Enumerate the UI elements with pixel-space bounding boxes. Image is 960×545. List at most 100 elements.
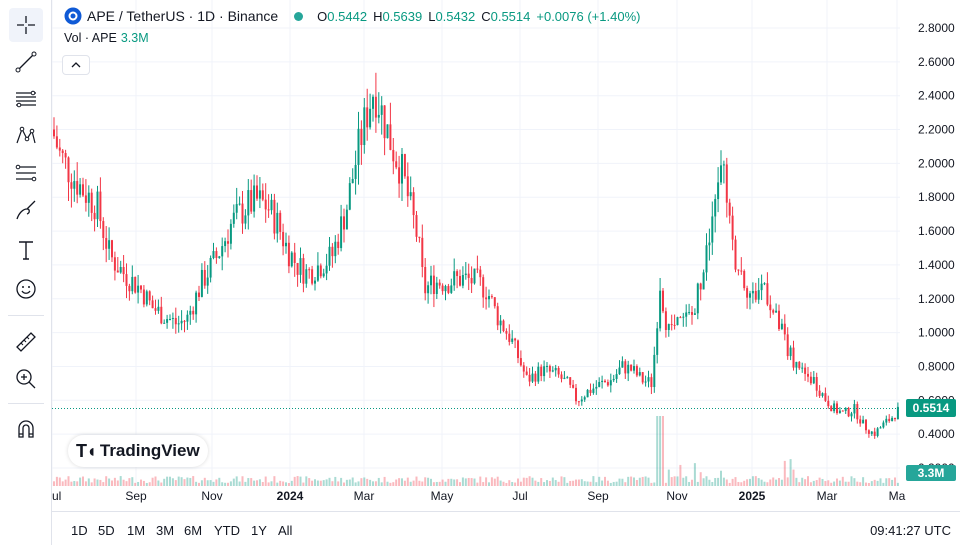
text-icon[interactable] — [9, 233, 43, 267]
volume-bar — [403, 480, 406, 486]
candle-body — [247, 190, 250, 216]
candle-body — [459, 276, 461, 286]
candle-body — [244, 215, 247, 224]
volume-bar — [688, 481, 691, 486]
volume-bar — [131, 477, 134, 486]
candle-body — [833, 403, 836, 412]
volume-bar — [206, 480, 209, 486]
candle-body — [496, 306, 499, 326]
volume-bar — [870, 481, 873, 486]
volume-bar — [644, 476, 647, 486]
candle-body — [882, 422, 885, 428]
candle-body — [334, 241, 337, 257]
candle-body — [314, 280, 316, 284]
candle-body — [467, 273, 470, 278]
candle-body — [351, 178, 354, 184]
volume-bar — [195, 481, 198, 486]
volume-bar — [751, 476, 754, 486]
time-tick-label: 2025 — [739, 489, 766, 503]
emoji-icon[interactable] — [9, 272, 43, 306]
range-6m[interactable]: 6M — [184, 523, 203, 538]
candle-body — [580, 399, 583, 402]
volume-bar — [844, 481, 847, 486]
volume-bar — [401, 478, 403, 486]
candle-body — [432, 275, 435, 294]
candle-body — [841, 410, 844, 412]
volume-bar — [711, 481, 714, 486]
volume-bar — [116, 480, 119, 486]
fib-icon[interactable] — [9, 156, 43, 190]
volume-bar — [841, 476, 844, 486]
candle-body — [424, 267, 427, 294]
candle-body — [183, 320, 186, 322]
candle-body — [76, 181, 79, 195]
candle-body — [113, 257, 116, 271]
symbol-title[interactable]: APE / TetherUS · 1D · Binance — [87, 8, 279, 24]
range-1y[interactable]: 1Y — [251, 523, 267, 538]
volume-bar — [435, 481, 438, 486]
volume-bar — [891, 479, 894, 486]
brush-icon[interactable] — [9, 193, 43, 227]
crosshair-icon[interactable] — [9, 8, 43, 42]
volume-bar — [653, 482, 656, 486]
candle-body — [514, 338, 517, 341]
price-chart[interactable]: 2.8000 2.6000 2.4000 2.2000 2.0000 1.8000 1.60… — [52, 0, 960, 511]
range-1d[interactable]: 1D — [71, 523, 88, 538]
candle-body — [693, 313, 696, 315]
tradingview-logo[interactable]: T◖ TradingView — [68, 435, 208, 467]
candle-body — [192, 310, 195, 315]
utc-clock[interactable]: 09:41:27 UTC — [870, 523, 951, 538]
volume-bar — [519, 481, 522, 486]
volume-bar — [177, 476, 180, 486]
candle-body — [760, 283, 763, 291]
volume-bar — [499, 480, 502, 486]
pattern-icon[interactable] — [9, 119, 43, 153]
candle-body — [79, 184, 82, 195]
candle-body — [615, 374, 618, 379]
candle-body — [348, 183, 351, 210]
trend-line-icon[interactable] — [9, 45, 43, 79]
range-1m[interactable]: 1M — [127, 523, 146, 538]
candle-body — [809, 376, 812, 384]
volume-bar — [772, 477, 775, 486]
magnet-icon[interactable] — [9, 413, 43, 447]
volume-bar — [659, 416, 662, 486]
ruler-icon[interactable] — [9, 325, 43, 359]
volume-bar — [650, 482, 653, 486]
volume-bar — [285, 482, 287, 486]
candle-body — [111, 240, 113, 258]
candle-body — [879, 427, 882, 429]
range-3m[interactable]: 3M — [156, 523, 175, 538]
horizontal-lines-icon[interactable] — [9, 82, 43, 116]
volume-bar — [775, 479, 778, 486]
volume-bar — [725, 479, 728, 486]
candle-body — [525, 371, 528, 375]
volume-bar — [885, 478, 888, 486]
candle-body — [96, 191, 99, 220]
volume-bar — [691, 479, 693, 486]
volume-bar — [163, 478, 166, 486]
candle-body — [322, 273, 325, 277]
low-label: L — [428, 8, 436, 24]
zoom-icon[interactable] — [9, 362, 43, 396]
collapse-legend-button[interactable] — [62, 55, 90, 75]
candle-body — [116, 270, 119, 273]
volume-bar — [464, 478, 467, 486]
volume-bar — [621, 478, 624, 486]
candle-body — [261, 190, 264, 200]
volume-bar — [525, 477, 528, 486]
volume-bar — [270, 481, 273, 486]
candle-body — [853, 404, 856, 414]
volume-bar — [142, 480, 145, 486]
range-ytd[interactable]: YTD — [214, 523, 240, 538]
price-tick-label: 2.6000 — [918, 55, 955, 69]
candle-body — [163, 322, 166, 324]
volume-bar — [827, 480, 830, 486]
candle-body — [293, 252, 296, 263]
candle-body — [461, 274, 464, 286]
candle-body — [583, 397, 586, 400]
volume-bar — [392, 482, 395, 486]
candle-body — [389, 124, 392, 150]
range-5d[interactable]: 5D — [98, 523, 115, 538]
range-all[interactable]: All — [278, 523, 293, 538]
